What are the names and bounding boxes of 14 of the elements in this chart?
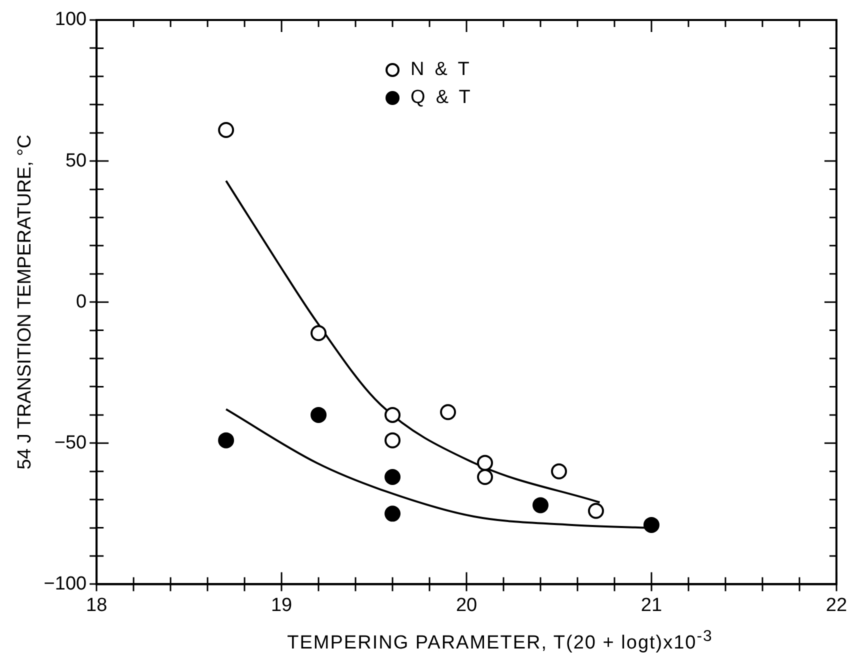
y-tick-label: −100 (44, 573, 87, 594)
y-tick-label: 0 (76, 291, 87, 312)
x-tick-label: 22 (826, 594, 848, 616)
legend-label: N & T (410, 59, 470, 80)
y-tick-label: 50 (65, 150, 87, 172)
x-axis-title: TEMPERING PARAMETER, T(20 + logt)x10$^{-3}$ (286, 628, 714, 654)
y-tick-label: −50 (54, 432, 87, 454)
y-tick-label: 100 (54, 9, 87, 30)
x-tick-label: 19 (270, 594, 292, 616)
y-axis-title: 54 J TRANSITION TEMPERATURE, °C (14, 134, 36, 470)
x-tick-label: 20 (456, 594, 478, 616)
x-tick-label: 21 (640, 594, 662, 616)
legend-label: Q & T (410, 87, 471, 108)
x-tick-label: 18 (86, 594, 108, 616)
